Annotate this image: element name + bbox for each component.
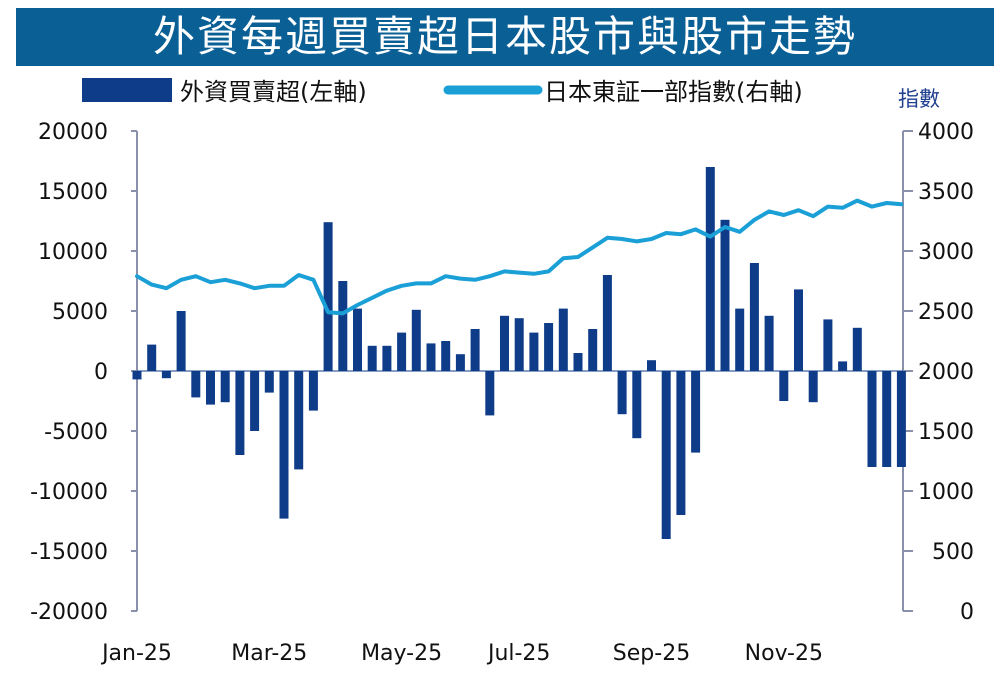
right-axis-title: 指數 (898, 87, 940, 111)
bar (367, 345, 377, 371)
bar (353, 308, 362, 371)
bar (441, 341, 451, 371)
left-axis: 20000 15000 10000 5000 0 -5000 -10000 -15000 -20… (30, 120, 138, 625)
bar (308, 371, 318, 411)
bar (735, 308, 745, 371)
right-axis-tick-label: 2500 (918, 300, 974, 325)
x-axis-tick-label: Mar-25 (231, 641, 307, 666)
left-axis-tick-label: -15000 (30, 540, 108, 565)
x-axis-tick-label: Jul-25 (486, 641, 550, 666)
x-axis-tick-label: Nov-25 (745, 641, 823, 666)
bar (250, 371, 260, 431)
bar (691, 371, 701, 453)
left-axis-tick-label: 5000 (52, 300, 108, 325)
line-series (135, 198, 904, 316)
bar (764, 315, 774, 371)
index-line (135, 198, 904, 316)
bar (573, 353, 583, 371)
bar (206, 371, 215, 405)
bar (470, 329, 480, 371)
right-axis-tick-label: 1500 (918, 420, 974, 445)
left-axis-tick-label: 10000 (38, 240, 108, 265)
bar (264, 371, 274, 393)
chart-title: 外資每週買賣超日本股市與股市走勢 (16, 8, 994, 66)
bar (294, 371, 304, 470)
bar (602, 275, 612, 371)
bar (882, 371, 892, 467)
bar (132, 371, 142, 380)
bar (705, 167, 715, 371)
x-axis-tick-label: Sep-25 (613, 641, 690, 666)
bar (720, 219, 730, 371)
bar (647, 360, 656, 371)
bar (279, 371, 289, 519)
left-axis-tick-label: -20000 (30, 600, 108, 625)
bar (514, 318, 524, 371)
bar (632, 371, 642, 439)
right-axis-tick-label: 3000 (918, 240, 974, 265)
bar (426, 343, 436, 371)
x-axis: Jan-25 Mar-25 May-25 Jul-25 Sep-25 Nov-25 (100, 641, 823, 666)
legend: 外資買賣超(左軸) 日本東証一部指數(右軸) (82, 78, 803, 106)
left-axis-tick-label: 15000 (38, 180, 108, 205)
right-axis-tick-label: 4000 (918, 120, 974, 145)
bar (323, 222, 333, 371)
bar (867, 371, 877, 467)
bar (220, 371, 230, 403)
legend-line-label: 日本東証一部指數(右軸) (544, 78, 803, 106)
right-axis-tick-label: 3500 (918, 180, 974, 205)
right-axis-tick-label: 2000 (918, 360, 974, 385)
left-axis-tick-label: 0 (94, 360, 108, 385)
left-axis-tick-label: 20000 (38, 120, 108, 145)
bar (823, 319, 833, 371)
bar (235, 371, 245, 455)
bar (191, 371, 201, 398)
bar (397, 332, 407, 371)
bar (661, 371, 671, 539)
legend-bar-swatch (82, 78, 172, 102)
bar (338, 281, 348, 371)
bar (500, 315, 509, 371)
bar (676, 371, 686, 515)
bar (485, 371, 495, 416)
right-axis-tick-label: 500 (932, 540, 974, 565)
left-axis-tick-label: -5000 (44, 420, 108, 445)
bar (588, 329, 598, 371)
bar (455, 354, 465, 371)
bar (749, 263, 759, 371)
bar (382, 345, 392, 371)
bar (544, 323, 554, 371)
bar (852, 327, 862, 371)
bar (794, 289, 803, 371)
bar-series (132, 167, 906, 539)
left-axis-tick-label: -10000 (30, 480, 108, 505)
right-axis-tick-label: 1000 (918, 480, 974, 505)
right-axis-tick-label: 0 (960, 600, 974, 625)
bar (411, 309, 421, 371)
bar (617, 371, 627, 415)
bar (779, 371, 789, 401)
x-axis-tick-label: Jan-25 (100, 641, 172, 666)
bar (176, 311, 186, 371)
x-axis-tick-label: May-25 (361, 641, 442, 666)
bar (529, 332, 539, 371)
bar (147, 344, 157, 371)
bar (558, 308, 568, 371)
bar (838, 361, 848, 371)
bar (161, 371, 171, 379)
bar (896, 371, 906, 467)
bar (808, 371, 818, 403)
legend-bar-label: 外資買賣超(左軸) (180, 78, 367, 106)
right-axis: 4000 3500 3000 2500 2000 1500 1000 500 0 指數 (898, 87, 974, 625)
